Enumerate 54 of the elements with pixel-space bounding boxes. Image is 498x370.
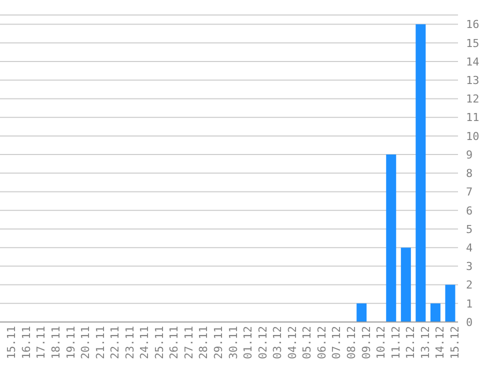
bar [400, 248, 411, 322]
y-tick-label: 13 [466, 74, 480, 88]
bar [445, 284, 456, 322]
x-tick-label: 05.12 [300, 326, 314, 360]
x-tick-label: 23.11 [123, 326, 136, 360]
y-tick-label: 1 [466, 297, 473, 310]
x-tick-label: 09.12 [360, 326, 373, 360]
y-tick-label: 0 [466, 316, 473, 329]
x-tick-label: 15.11 [5, 326, 18, 360]
x-tick-label: 17.11 [34, 326, 48, 360]
x-tick-label: 24.11 [138, 326, 152, 360]
x-tick-label: 02.12 [256, 326, 270, 360]
x-tick-label: 15.12 [448, 326, 462, 360]
x-tick-label: 30.11 [226, 326, 240, 360]
bar [386, 154, 396, 322]
x-tick-label: 08.12 [345, 326, 358, 360]
bar [356, 303, 367, 322]
y-tick-label: 11 [466, 111, 480, 124]
x-tick-label: 04.12 [286, 326, 299, 360]
x-tick-label: 19.11 [64, 326, 78, 360]
x-tick-label: 20.11 [79, 326, 92, 360]
y-tick-label: 2 [466, 278, 473, 292]
x-tick-label: 25.11 [152, 326, 166, 360]
x-tick-label: 14.12 [434, 326, 447, 360]
x-tick-label: 16.11 [20, 326, 33, 360]
x-tick-label: 06.12 [315, 326, 328, 360]
x-tick-label: 27.11 [182, 326, 196, 360]
x-tick-label: 22.11 [108, 326, 122, 360]
x-tick-label: 11.12 [389, 326, 402, 360]
bar [416, 24, 426, 322]
y-tick-label: 15 [466, 36, 480, 50]
y-tick-label: 3 [466, 260, 473, 274]
x-tick-label: 18.11 [50, 326, 63, 360]
y-tick-label: 7 [466, 186, 473, 199]
x-tick-label: 03.12 [271, 326, 284, 360]
x-tick-label: 28.11 [197, 326, 210, 360]
x-tick-label: 13.12 [418, 326, 432, 360]
x-tick-label: 01.12 [242, 326, 255, 360]
y-tick-label: 9 [466, 148, 473, 162]
y-tick-label: 6 [466, 204, 473, 218]
y-tick-label: 5 [466, 222, 473, 236]
y-tick-label: 4 [466, 241, 473, 254]
bar [430, 303, 440, 322]
x-tick-label: 12.12 [404, 326, 418, 360]
y-tick-label: 10 [466, 130, 480, 143]
x-tick-label: 21.11 [94, 326, 107, 360]
y-tick-label: 12 [466, 92, 480, 106]
x-tick-label: 26.11 [168, 326, 181, 360]
y-tick-label: 14 [466, 55, 480, 68]
x-tick-label: 29.11 [212, 326, 226, 360]
x-tick-label: 07.12 [330, 326, 344, 360]
y-tick-label: 8 [466, 167, 473, 180]
y-tick-label: 16 [466, 18, 480, 32]
x-tick-label: 10.12 [374, 326, 388, 360]
